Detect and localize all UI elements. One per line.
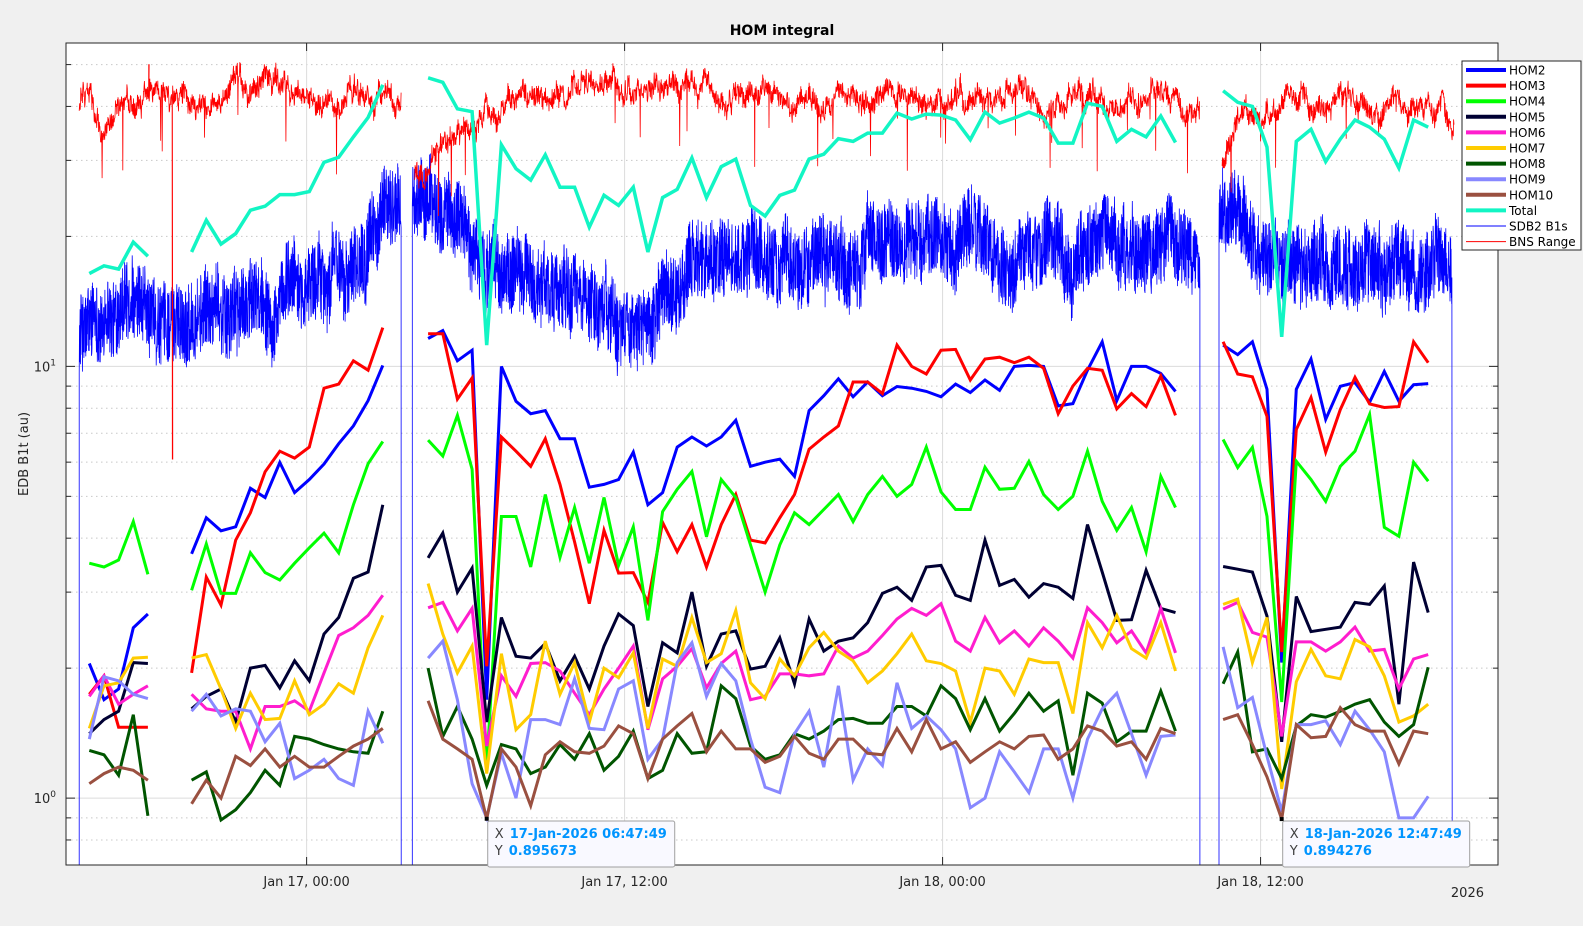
x-tick-label: Jan 17, 12:00 (580, 875, 667, 890)
series-line-hom6[interactable] (1222, 600, 1429, 737)
legend-label: BNS Range (1509, 235, 1576, 249)
datatip[interactable]: X 17-Jan-2026 06:47:49 Y 0.895673 (484, 816, 676, 868)
datatip[interactable]: X 18-Jan-2026 12:47:49 Y 0.894276 (1279, 817, 1471, 868)
trace-sdb2-b1s (78, 153, 1453, 865)
series-line-hom4[interactable] (1221, 408, 1430, 703)
trace-segment (414, 63, 1200, 217)
y-tick-base: 10 (34, 360, 51, 375)
legend-item[interactable]: HOM2 (1466, 64, 1545, 78)
series-hom4 (88, 408, 1430, 768)
x-year-label: 2026 (1451, 886, 1484, 901)
series-line-hom7[interactable] (191, 614, 385, 733)
datatip-y-value: 0.895673 (509, 844, 577, 859)
series-line-hom7[interactable] (426, 583, 1177, 774)
y-tick-exponent: 0 (50, 790, 56, 800)
series-line-hom9[interactable] (1221, 646, 1430, 820)
chart-title: HOM integral (730, 23, 835, 39)
series-line-hom9[interactable] (87, 674, 149, 740)
series-line-hom3[interactable] (428, 332, 1177, 667)
legend-label: HOM10 (1509, 188, 1553, 202)
y-tick-base: 10 (34, 792, 51, 807)
series-line-hom10[interactable] (426, 700, 1177, 820)
plot-lines (78, 62, 1455, 865)
series-hom10 (88, 700, 1429, 820)
datatip-x-value: 17-Jan-2026 06:47:49 (510, 827, 667, 842)
legend-label: HOM9 (1509, 173, 1545, 187)
series-line-hom5[interactable] (88, 661, 148, 735)
series-line-total[interactable] (1222, 89, 1429, 338)
series-line-hom2[interactable] (87, 612, 149, 703)
trace-segment (1218, 167, 1453, 865)
datatip-y-key: Y (1289, 844, 1298, 859)
series-line-hom8[interactable] (1221, 646, 1430, 783)
series-line-hom4[interactable] (190, 440, 385, 595)
legend-label: Total (1508, 204, 1537, 218)
trace-segment (78, 163, 402, 865)
x-tick-label: Jan 18, 12:00 (1216, 875, 1303, 890)
datatip-box (1282, 820, 1471, 868)
series-line-hom10[interactable] (190, 727, 384, 805)
series-line-total[interactable] (88, 239, 150, 276)
legend-label: SDB2 B1s (1509, 220, 1568, 234)
legend-label: HOM6 (1509, 126, 1545, 140)
y-tick-label: 101 (34, 358, 56, 375)
legend-item[interactable]: HOM6 (1466, 126, 1545, 140)
series-line-hom7[interactable] (1222, 597, 1430, 790)
trace-segment (411, 153, 1201, 865)
legend-label: HOM3 (1509, 79, 1545, 93)
legend-item[interactable]: HOM5 (1466, 110, 1545, 124)
y-axis-label: EDB B1t (au) (17, 412, 32, 496)
axes-box (65, 42, 1499, 866)
legend-label: HOM7 (1509, 142, 1545, 156)
legend-item[interactable]: HOM10 (1466, 188, 1553, 202)
series-line-hom4[interactable] (88, 516, 150, 575)
x-tick-label: Jan 18, 00:00 (898, 875, 985, 890)
legend-box (1461, 60, 1582, 251)
series-line-hom6[interactable] (88, 672, 149, 707)
series-line-hom3[interactable] (1221, 338, 1430, 653)
series-line-hom5[interactable] (1222, 561, 1430, 742)
datatip-x-key: X (1290, 827, 1299, 842)
y-tick-exponent: 1 (50, 358, 56, 368)
legend-item[interactable]: HOM7 (1466, 142, 1545, 156)
legend-item[interactable]: HOM8 (1466, 157, 1545, 171)
legend-item[interactable]: Total (1466, 204, 1537, 218)
datatip-x-key: X (495, 827, 504, 842)
series-line-hom2[interactable] (1222, 339, 1429, 663)
series-line-total[interactable] (427, 76, 1178, 346)
legend-item[interactable]: SDB2 B1s (1466, 220, 1568, 234)
series-line-hom2[interactable] (190, 364, 385, 555)
trace-segment (78, 62, 402, 460)
datatip-x-value: 18-Jan-2026 12:47:49 (1305, 827, 1462, 842)
datatip-marker[interactable] (484, 816, 489, 821)
y-tick-label: 100 (34, 790, 57, 807)
legend-label: HOM2 (1509, 64, 1545, 78)
legend-item[interactable]: HOM4 (1466, 95, 1545, 109)
legend-item[interactable]: HOM9 (1466, 173, 1545, 187)
legend-item[interactable]: HOM3 (1466, 79, 1545, 93)
datatip-marker[interactable] (1279, 817, 1284, 822)
x-tick-label: Jan 17, 00:00 (262, 875, 349, 890)
series-line-hom4[interactable] (426, 410, 1177, 768)
series-total (88, 76, 1429, 346)
datatip-box (487, 820, 676, 868)
series-line-hom8[interactable] (88, 714, 150, 817)
series-line-hom10[interactable] (88, 765, 149, 785)
datatip-y-value: 0.894276 (1304, 844, 1372, 859)
series-line-hom8[interactable] (426, 667, 1177, 791)
series-line-hom10[interactable] (1222, 705, 1429, 820)
legend-label: HOM5 (1509, 110, 1545, 124)
legend-label: HOM4 (1509, 95, 1545, 109)
series-line-hom9[interactable] (190, 691, 385, 788)
legend-label: HOM8 (1509, 157, 1545, 171)
datatip-y-key: Y (494, 844, 503, 859)
legend-item[interactable]: BNS Range (1466, 235, 1576, 249)
series-line-total[interactable] (190, 84, 385, 253)
